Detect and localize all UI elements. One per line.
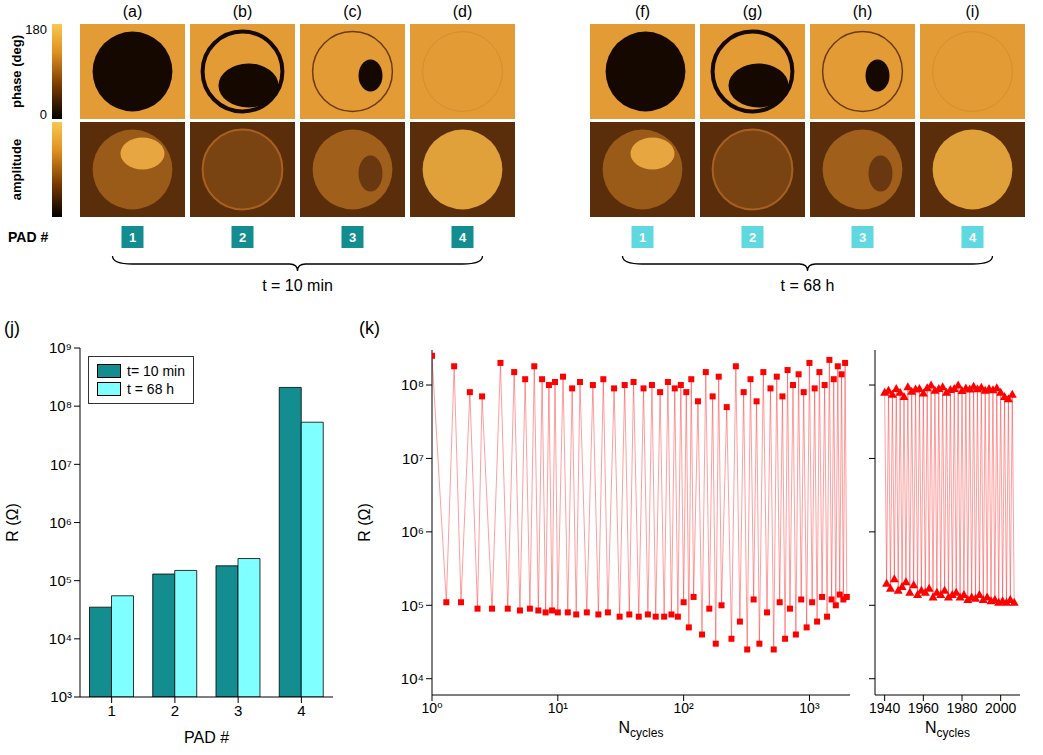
svg-text:10⁷: 10⁷ bbox=[402, 450, 424, 467]
svg-text:(c): (c) bbox=[343, 3, 362, 20]
svg-text:3: 3 bbox=[349, 230, 356, 245]
svg-text:R (Ω): R (Ω) bbox=[4, 503, 21, 542]
svg-text:PAD #: PAD # bbox=[184, 729, 229, 746]
svg-text:10³: 10³ bbox=[50, 688, 72, 705]
svg-text:1980: 1980 bbox=[946, 700, 977, 716]
html-text:(j): (j) bbox=[4, 318, 20, 338]
svg-text:10²: 10² bbox=[674, 700, 695, 716]
svg-text:1: 1 bbox=[129, 230, 136, 245]
svg-text:10⁵: 10⁵ bbox=[401, 597, 424, 614]
svg-text:4: 4 bbox=[969, 230, 977, 245]
svg-text:2: 2 bbox=[239, 230, 246, 245]
svg-text:PAD #: PAD # bbox=[8, 229, 48, 245]
svg-text:10⁹: 10⁹ bbox=[49, 339, 72, 356]
svg-text:(a): (a) bbox=[123, 3, 143, 20]
svg-text:10⁶: 10⁶ bbox=[49, 514, 72, 531]
svg-text:(g): (g) bbox=[743, 3, 763, 20]
svg-text:10⁸: 10⁸ bbox=[49, 397, 72, 414]
svg-text:2000: 2000 bbox=[985, 700, 1016, 716]
svg-text:1: 1 bbox=[639, 230, 646, 245]
svg-text:t = 10 min: t = 10 min bbox=[262, 277, 333, 294]
svg-text:R (Ω): R (Ω) bbox=[356, 503, 373, 542]
svg-text:4: 4 bbox=[297, 702, 305, 719]
html-text:(k): (k) bbox=[359, 318, 380, 338]
svg-text:1: 1 bbox=[107, 702, 115, 719]
svg-text:3: 3 bbox=[234, 702, 242, 719]
svg-text:4: 4 bbox=[459, 230, 467, 245]
svg-text:10⁸: 10⁸ bbox=[401, 376, 424, 393]
svg-text:(f): (f) bbox=[635, 3, 650, 20]
svg-text:1940: 1940 bbox=[869, 700, 900, 716]
svg-text:10⁰: 10⁰ bbox=[421, 700, 443, 716]
svg-text:(i): (i) bbox=[965, 3, 979, 20]
svg-text:10⁵: 10⁵ bbox=[49, 572, 72, 589]
svg-text:10¹: 10¹ bbox=[548, 700, 569, 716]
svg-text:(d): (d) bbox=[453, 3, 473, 20]
svg-text:(h): (h) bbox=[853, 3, 873, 20]
svg-text:10³: 10³ bbox=[799, 700, 820, 716]
svg-text:10⁶: 10⁶ bbox=[401, 523, 424, 540]
svg-text:3: 3 bbox=[859, 230, 866, 245]
svg-text:180: 180 bbox=[25, 22, 47, 37]
html-text:t= 10 min: t= 10 min bbox=[127, 363, 185, 379]
svg-text:amplitude: amplitude bbox=[9, 139, 24, 200]
svg-text:10⁴: 10⁴ bbox=[49, 630, 72, 647]
svg-text:2: 2 bbox=[171, 702, 179, 719]
svg-text:1960: 1960 bbox=[908, 700, 939, 716]
html-text:Ncycles: Ncycles bbox=[925, 719, 970, 741]
svg-text:t = 68 h: t = 68 h bbox=[781, 277, 835, 294]
svg-text:(b): (b) bbox=[233, 3, 253, 20]
svg-text:10⁴: 10⁴ bbox=[401, 670, 424, 687]
svg-text:phase (deg): phase (deg) bbox=[9, 35, 24, 108]
svg-text:2: 2 bbox=[749, 230, 756, 245]
svg-text:10⁷: 10⁷ bbox=[50, 456, 72, 473]
html-text:t = 68 h: t = 68 h bbox=[127, 381, 175, 397]
html-text:Ncycles: Ncycles bbox=[618, 719, 664, 741]
svg-text:0: 0 bbox=[40, 107, 47, 122]
